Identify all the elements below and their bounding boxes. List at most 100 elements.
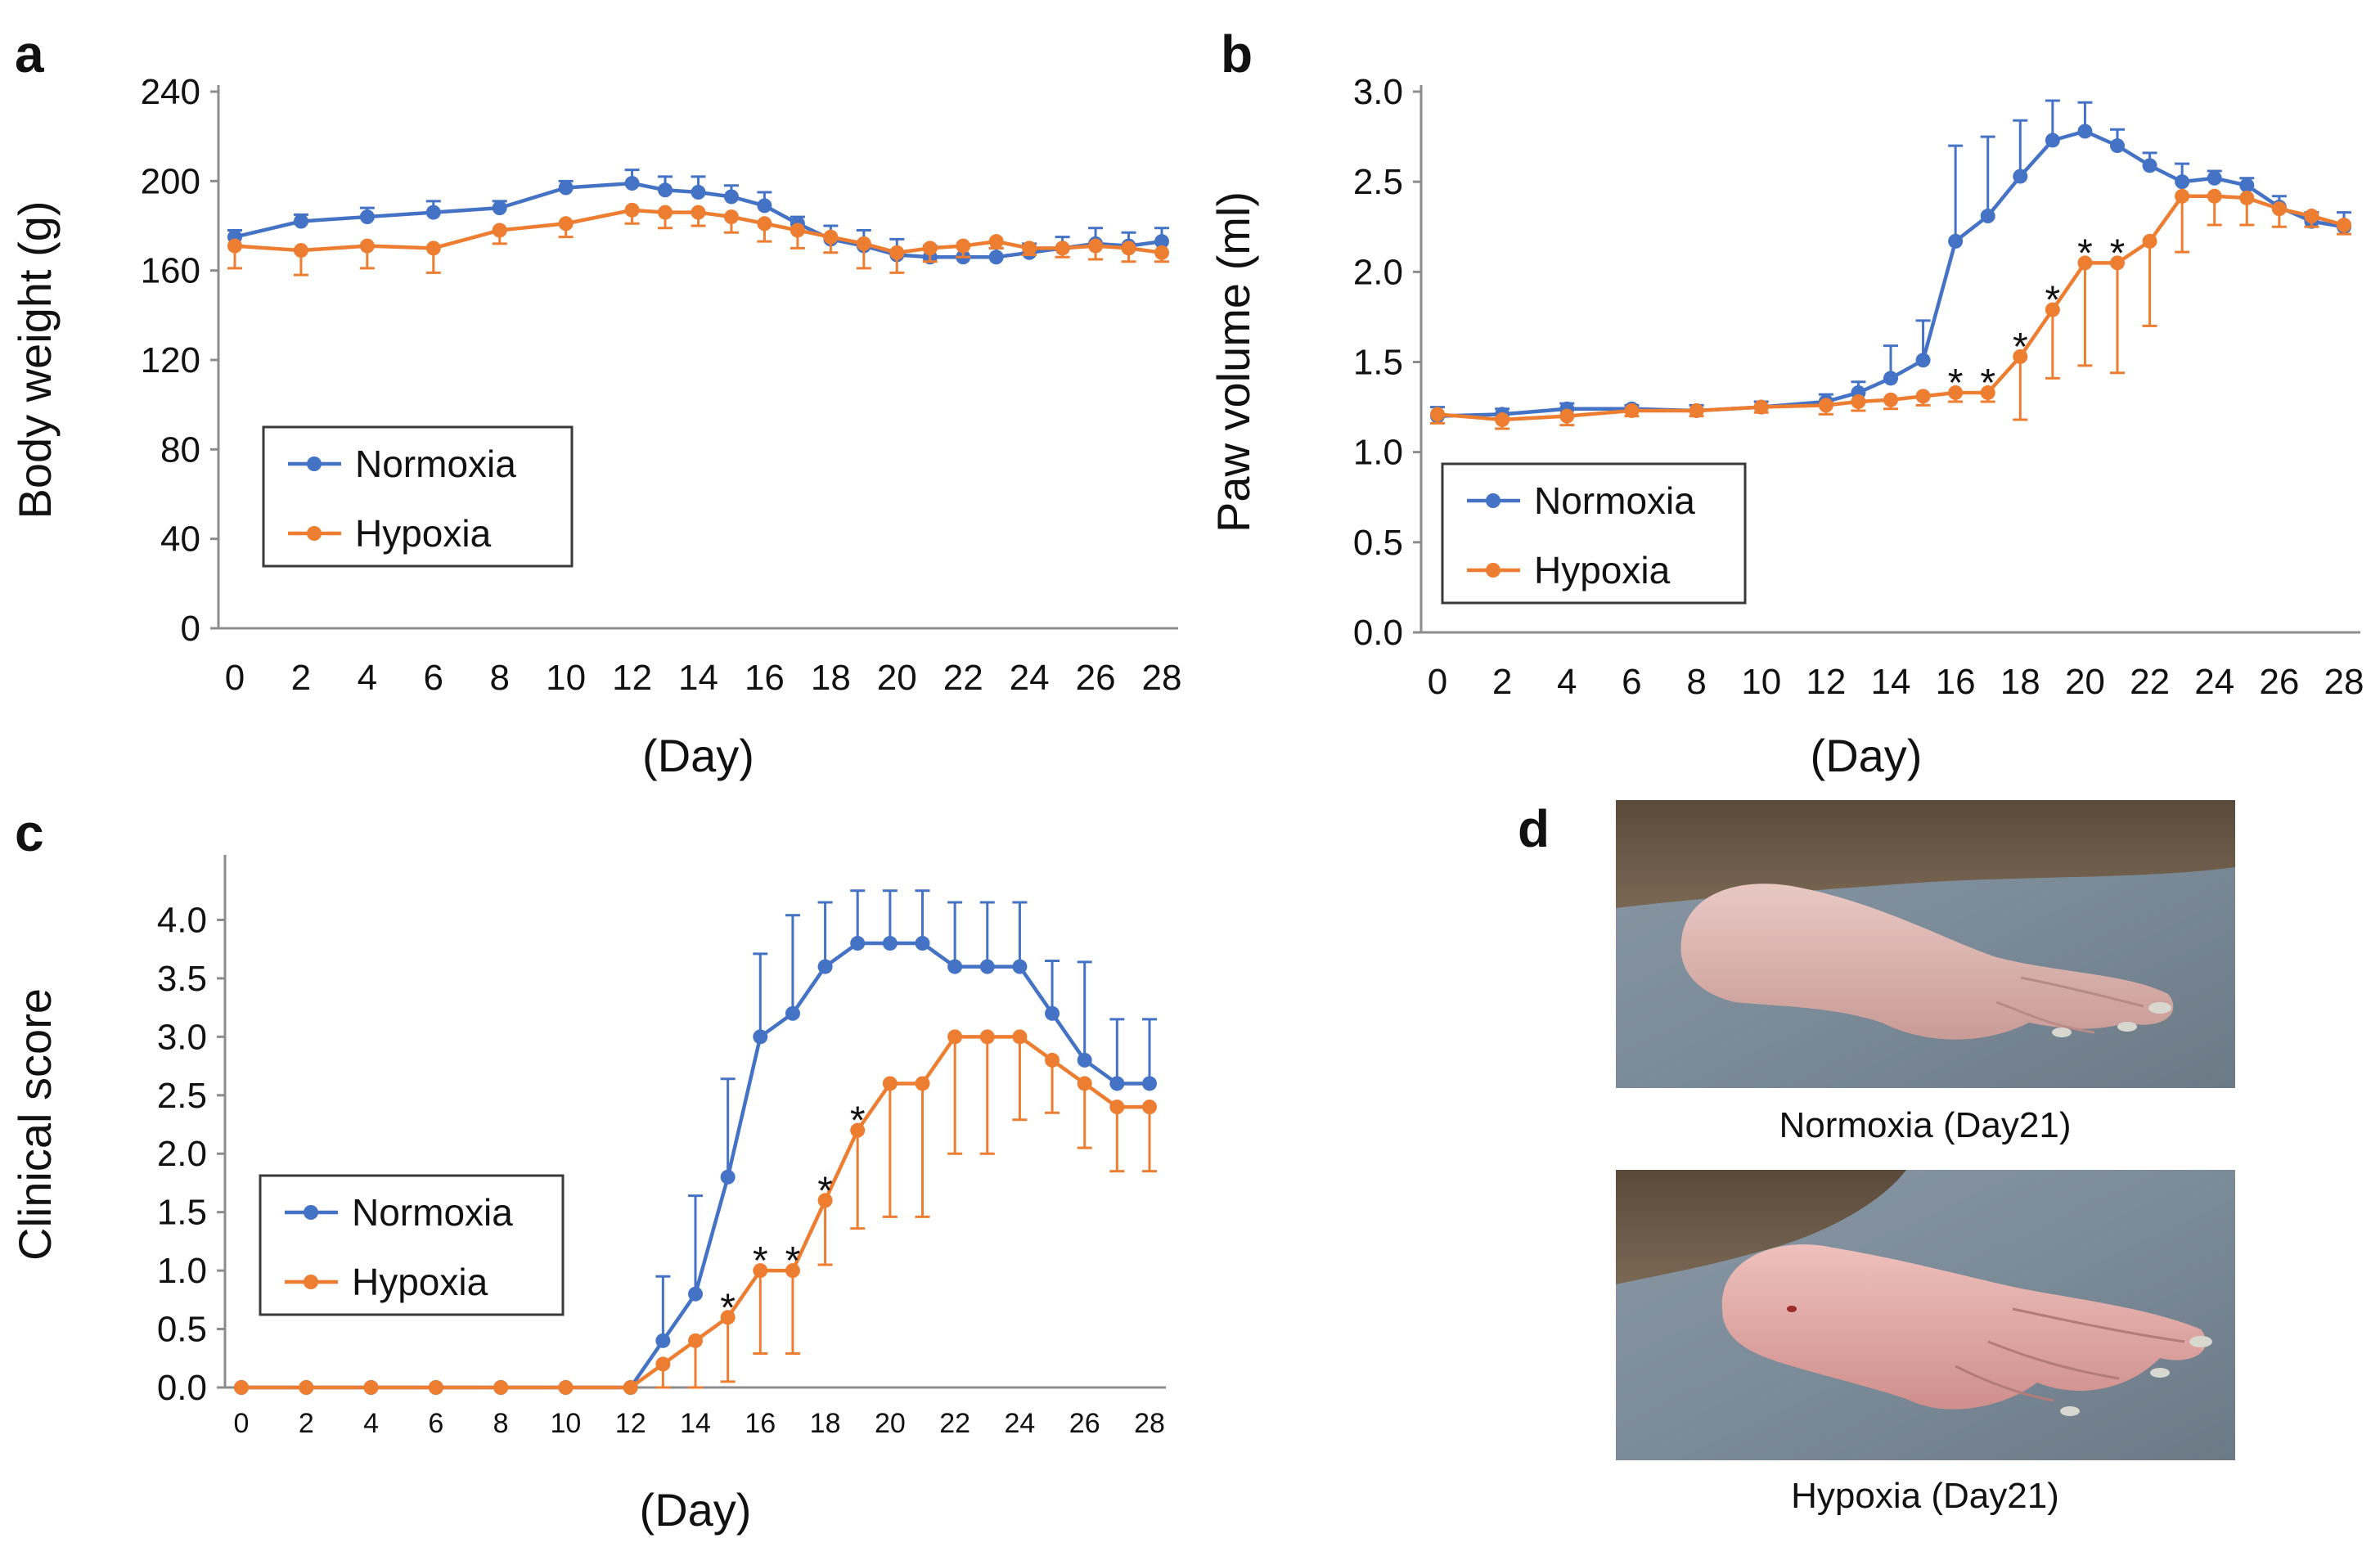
data-point bbox=[2207, 188, 2222, 204]
x-tick-label: 14 bbox=[680, 1408, 711, 1439]
data-point bbox=[1948, 385, 1964, 400]
data-point bbox=[1430, 407, 1445, 422]
y-tick-label: 1.5 bbox=[157, 1193, 207, 1233]
panel-d: d Normoxia (Day21) Hypoxia (Day21) bbox=[1518, 799, 2235, 1516]
x-tick-label: 22 bbox=[2130, 662, 2170, 702]
data-point bbox=[723, 209, 739, 225]
data-point bbox=[624, 176, 640, 191]
data-point bbox=[655, 1356, 671, 1372]
data-point bbox=[624, 202, 640, 218]
y-tick-label: 0.0 bbox=[1353, 613, 1403, 653]
hypoxia-photo-caption: Hypoxia (Day21) bbox=[1791, 1476, 2059, 1516]
data-point bbox=[363, 1380, 379, 1395]
data-point bbox=[915, 1076, 930, 1091]
data-point bbox=[2175, 174, 2190, 190]
x-tick-label: 14 bbox=[678, 658, 718, 698]
series-normoxia bbox=[1430, 99, 2351, 424]
data-point bbox=[979, 959, 995, 974]
series-line bbox=[241, 941, 1150, 1390]
data-point bbox=[1883, 392, 1898, 407]
data-point bbox=[293, 243, 308, 259]
data-point bbox=[299, 1380, 314, 1395]
legend: Normoxia Hypoxia bbox=[1441, 462, 1747, 605]
legend-box bbox=[259, 1174, 565, 1316]
legend-box bbox=[1441, 462, 1747, 605]
data-point bbox=[723, 189, 739, 205]
series-line bbox=[1437, 194, 2345, 422]
y-tick-label: 2.0 bbox=[157, 1134, 207, 1174]
data-point bbox=[1045, 1005, 1060, 1021]
legend-swatch-marker bbox=[1486, 563, 1500, 578]
data-point bbox=[1088, 238, 1104, 254]
y-tick-label: 240 bbox=[141, 72, 200, 112]
x-tick-label: 20 bbox=[2065, 662, 2105, 702]
data-point bbox=[753, 1029, 768, 1045]
x-tick-label: 4 bbox=[363, 1408, 379, 1439]
data-point bbox=[2271, 201, 2287, 217]
y-axis-label: Paw volume (ml) bbox=[1208, 191, 1259, 533]
legend-label: Normoxia bbox=[352, 1191, 513, 1234]
data-point bbox=[425, 241, 441, 256]
x-tick-label: 28 bbox=[2324, 662, 2364, 702]
significance-star: * bbox=[817, 1169, 833, 1212]
data-point bbox=[1818, 398, 1833, 413]
data-point bbox=[558, 180, 574, 196]
data-point bbox=[1495, 412, 1510, 428]
significance-star: * bbox=[2110, 232, 2126, 275]
x-tick-label: 0 bbox=[234, 1408, 250, 1439]
data-point bbox=[691, 185, 706, 200]
x-axis-label: (Day) bbox=[640, 1484, 752, 1536]
significance-star: * bbox=[2045, 279, 2061, 322]
significance-star: * bbox=[785, 1239, 801, 1283]
data-point bbox=[1055, 241, 1070, 256]
data-point bbox=[2142, 158, 2157, 173]
y-tick-label: 80 bbox=[160, 429, 200, 470]
x-tick-label: 16 bbox=[745, 1408, 776, 1439]
y-tick-label: 1.0 bbox=[157, 1251, 207, 1291]
data-point bbox=[2207, 170, 2222, 186]
y-axis-label: Body weight (g) bbox=[9, 200, 61, 519]
data-point bbox=[850, 936, 866, 951]
legend: Normoxia Hypoxia bbox=[262, 425, 574, 568]
data-point bbox=[1980, 209, 1995, 224]
significance-star: * bbox=[1948, 362, 1964, 405]
data-point bbox=[979, 1029, 995, 1045]
x-tick-label: 6 bbox=[428, 1408, 443, 1439]
data-point bbox=[655, 1333, 671, 1348]
x-tick-label: 8 bbox=[489, 658, 509, 698]
data-point bbox=[915, 936, 930, 951]
y-tick-label: 40 bbox=[160, 519, 200, 560]
x-tick-label: 8 bbox=[1686, 662, 1706, 702]
significance-star: * bbox=[720, 1286, 736, 1329]
data-point bbox=[1142, 1100, 1157, 1115]
x-tick-label: 20 bbox=[875, 1408, 906, 1439]
significance-star: * bbox=[753, 1239, 768, 1283]
normoxia-photo-caption: Normoxia (Day21) bbox=[1779, 1105, 2072, 1145]
x-tick-label: 18 bbox=[811, 658, 851, 698]
y-tick-label: 0.5 bbox=[1353, 523, 1403, 563]
data-point bbox=[1883, 371, 1898, 386]
data-point bbox=[623, 1380, 638, 1395]
normoxia-photo bbox=[1616, 800, 2235, 1088]
data-point bbox=[2013, 169, 2028, 184]
y-tick-label: 2.0 bbox=[1353, 252, 1403, 292]
x-tick-label: 10 bbox=[551, 1408, 582, 1439]
data-point bbox=[688, 1333, 703, 1348]
hypoxia-photo bbox=[1616, 1170, 2235, 1460]
data-point bbox=[2045, 133, 2060, 148]
data-point bbox=[988, 234, 1004, 250]
y-tick-label: 3.0 bbox=[157, 1017, 207, 1057]
significance-star: * bbox=[2013, 326, 2028, 369]
data-point bbox=[856, 236, 871, 251]
x-axis-label: (Day) bbox=[1811, 730, 1923, 781]
data-point bbox=[2077, 124, 2093, 139]
legend-label: Hypoxia bbox=[1534, 549, 1671, 591]
legend-swatch-marker bbox=[1486, 493, 1500, 508]
x-tick-label: 26 bbox=[1069, 1408, 1100, 1439]
x-tick-label: 4 bbox=[1557, 662, 1577, 702]
series-normoxia bbox=[234, 889, 1157, 1395]
data-point bbox=[922, 241, 938, 256]
data-point bbox=[2110, 255, 2125, 271]
